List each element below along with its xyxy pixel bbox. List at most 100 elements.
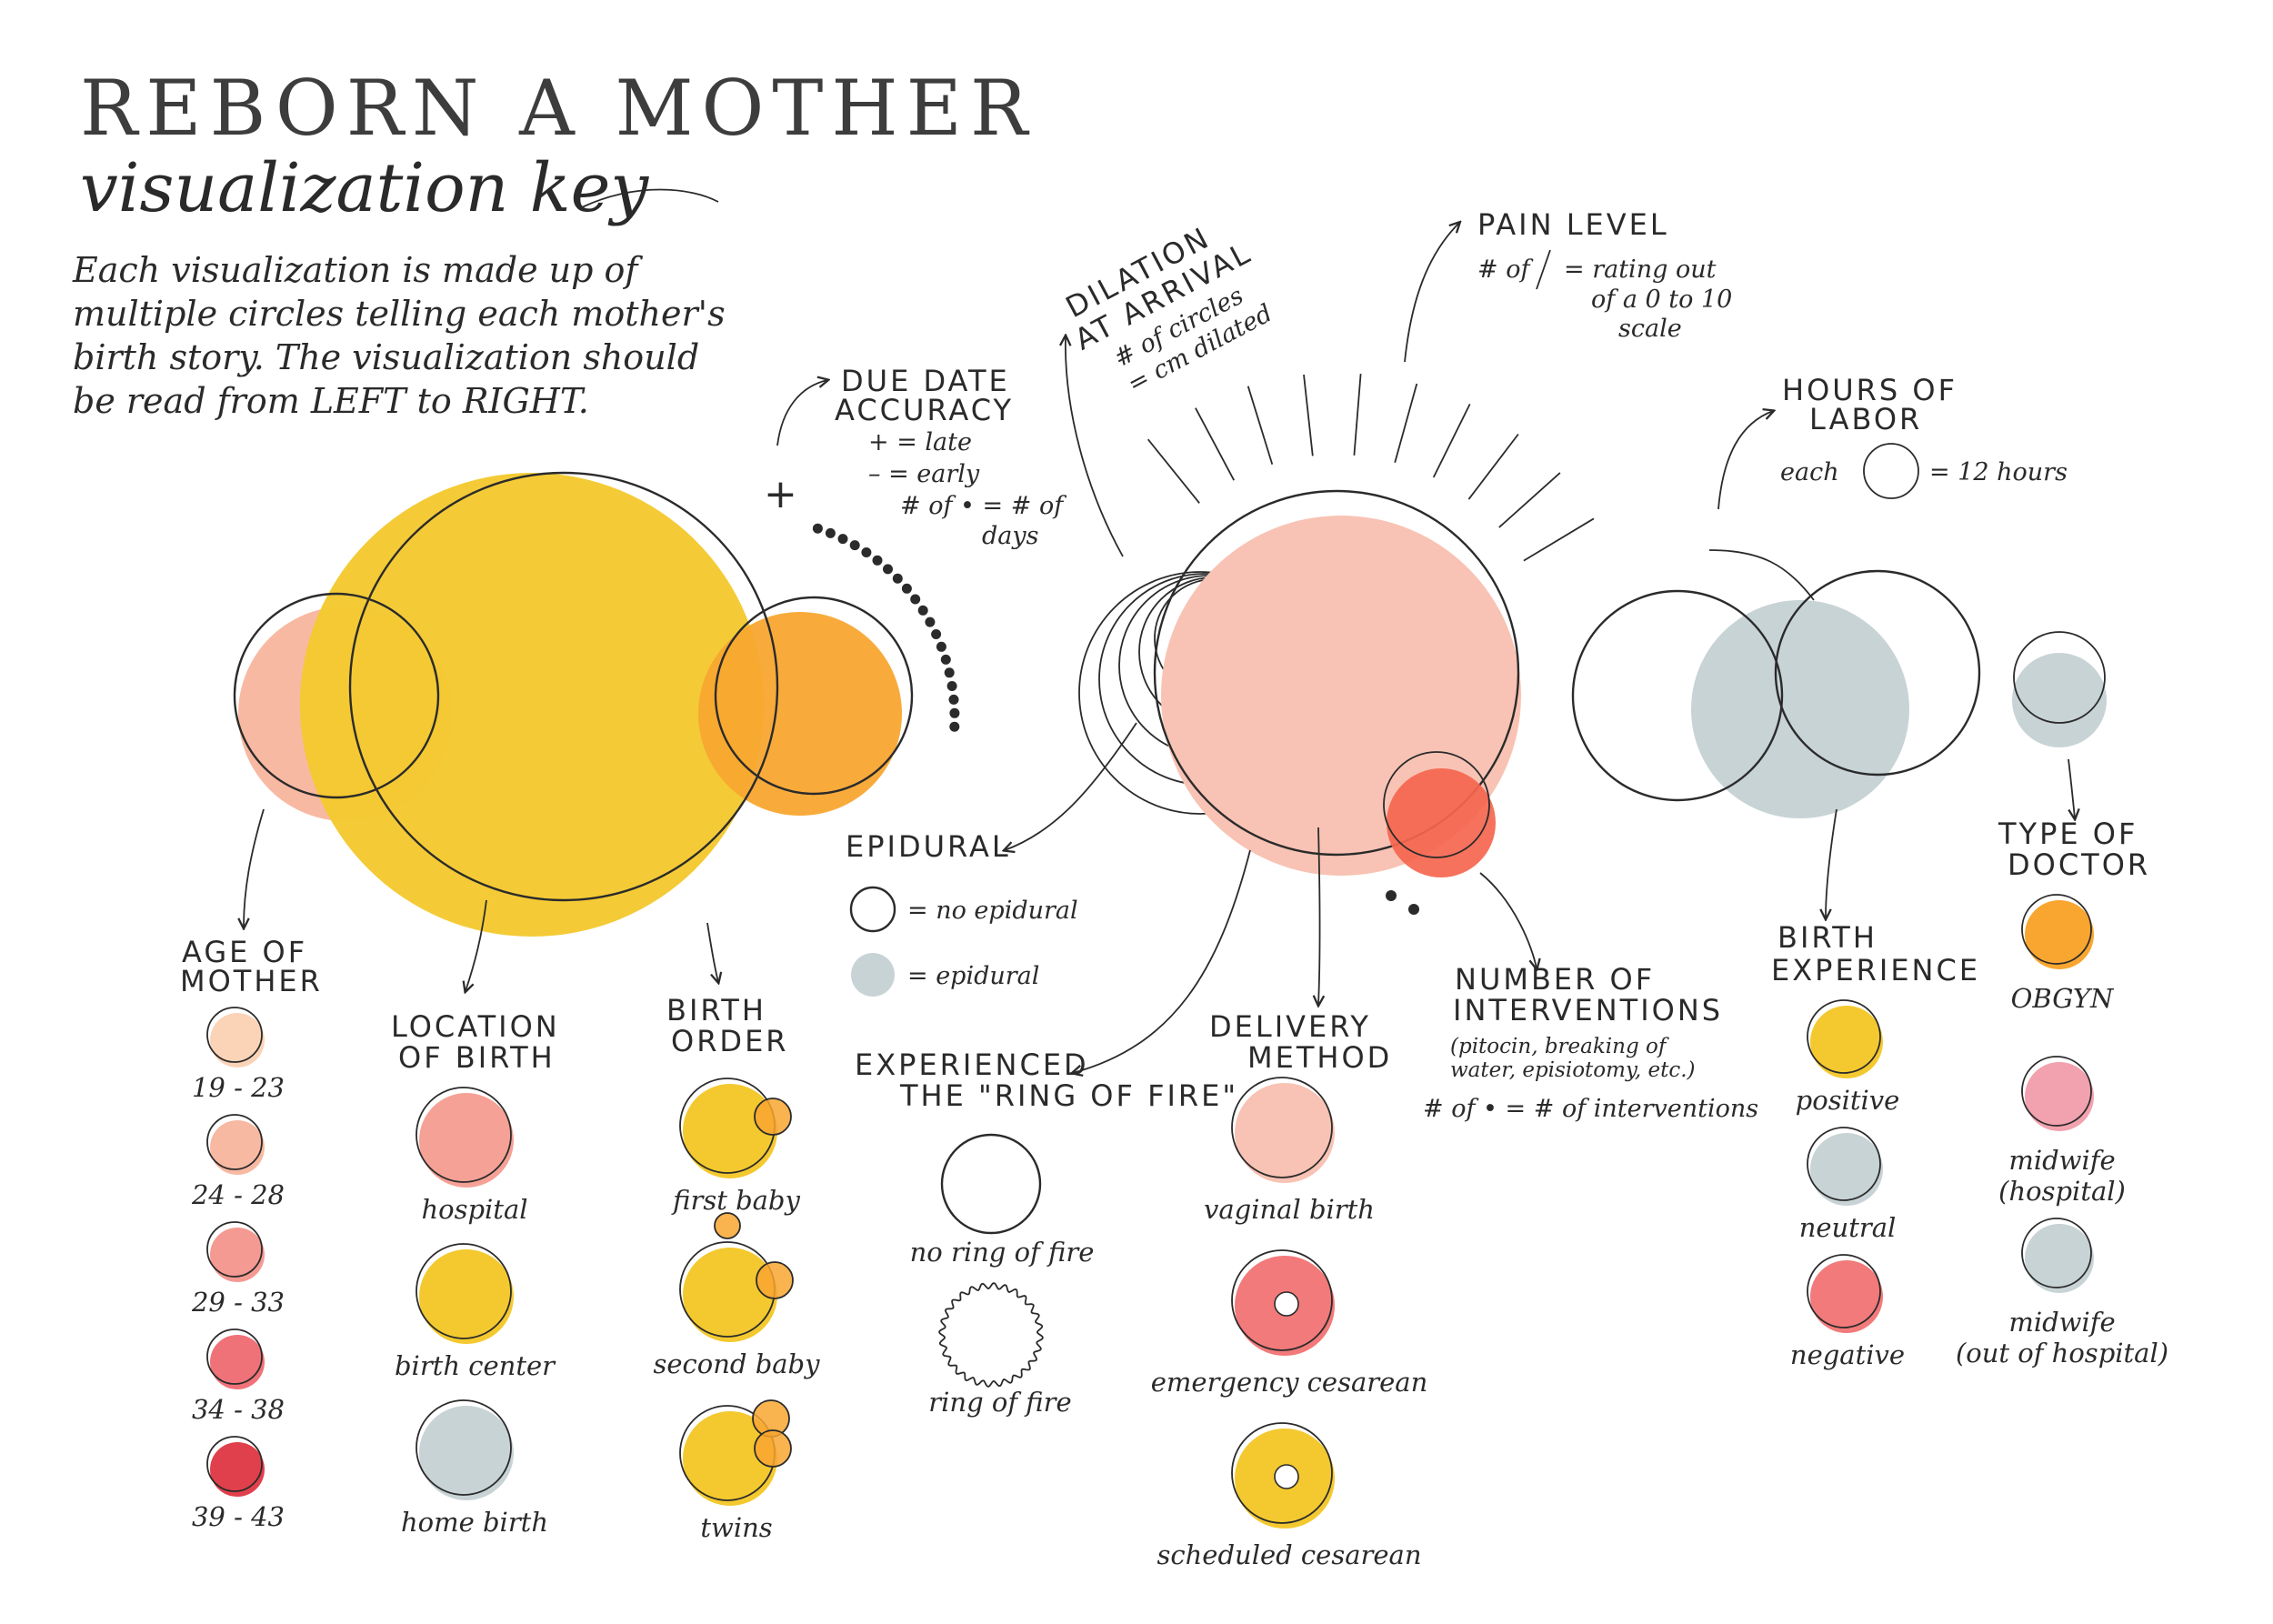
delivery-title-2: METHOD xyxy=(1247,1040,1392,1075)
age-swatch-3-outline xyxy=(206,1328,263,1385)
birth-order-items: first baby second baby twins xyxy=(653,1078,820,1543)
delivery-arrow xyxy=(1318,827,1320,1005)
pain-note-1: = rating out xyxy=(1564,256,1717,284)
experience-title-2: EXPERIENCE xyxy=(1771,953,1980,987)
location-swatch-0 xyxy=(416,1087,514,1188)
pain-ray xyxy=(1467,433,1519,500)
experience-swatch-0 xyxy=(1807,999,1883,1078)
age-circle-outline xyxy=(233,592,440,799)
due-date-dot xyxy=(925,617,936,627)
intro-line-1: Each visualization is made up of xyxy=(72,250,643,290)
pain-note-2: of a 0 to 10 xyxy=(1591,286,1732,314)
age-swatch-1-outline xyxy=(206,1114,263,1170)
birth-order-swatch-1 xyxy=(679,1212,794,1342)
due-date-dot xyxy=(946,681,957,691)
baby-circle-outline xyxy=(754,1098,792,1136)
experience-label-0: positive xyxy=(1796,1085,1900,1116)
pain-ray xyxy=(1394,383,1418,463)
delivery-swatch-0 xyxy=(1231,1077,1335,1183)
age-swatch-4-outline xyxy=(206,1436,263,1492)
birth-order-title-1: BIRTH xyxy=(666,993,766,1028)
no-ring-label: no ring of fire xyxy=(910,1237,1095,1268)
example-cluster-middle xyxy=(1078,374,1595,915)
example-cluster-left: + xyxy=(233,471,960,937)
doctor-label-1-0: midwife xyxy=(2008,1145,2115,1176)
age-swatch-3-fill xyxy=(210,1335,265,1389)
legend-doctor: TYPE OF DOCTOR OBGYNmidwife(hospital)mid… xyxy=(1956,758,2168,1368)
epidural-title: EPIDURAL xyxy=(846,829,1011,864)
delivery-swatch-2 xyxy=(1231,1422,1335,1529)
pain-prefix: # of xyxy=(1477,256,1533,284)
legend-experience: BIRTH EXPERIENCE positive neutral negative xyxy=(1771,808,1980,1370)
interventions-detail-2: water, episiotomy, etc.) xyxy=(1450,1058,1696,1082)
doctor-swatch-1-outline xyxy=(2021,1056,2092,1127)
pain-ray xyxy=(1303,374,1314,456)
due-date-dot xyxy=(949,707,960,718)
interventions-title-1: NUMBER OF xyxy=(1455,962,1655,997)
doctor-circle-fill xyxy=(698,612,902,816)
experience-swatch-1-fill xyxy=(1810,1133,1883,1206)
interventions-detail-1: (pitocin, breaking of xyxy=(1450,1035,1669,1058)
birth-order-label-0: first baby xyxy=(671,1185,800,1216)
no-ring-key-circle xyxy=(940,1133,1042,1235)
due-date-dot xyxy=(936,641,946,652)
doctor-title-2: DOCTOR xyxy=(2008,847,2150,882)
age-title-2: MOTHER xyxy=(180,964,323,998)
due-date-dot xyxy=(837,534,848,545)
intervention-dot-1 xyxy=(1386,890,1397,901)
hours-title-1: HOURS OF xyxy=(1782,373,1958,407)
delivery-label-1: emergency cesarean xyxy=(1151,1367,1428,1398)
doctor-circle-small-fill xyxy=(2012,653,2107,747)
due-date-dot xyxy=(944,667,955,678)
ring-label: ring of fire xyxy=(928,1387,1071,1418)
pain-ray xyxy=(1195,407,1235,481)
age-swatch-1 xyxy=(206,1114,265,1175)
due-date-title-1: DUE DATE xyxy=(841,364,1010,398)
experience-swatch-2 xyxy=(1807,1254,1883,1333)
experience-swatch-0-outline xyxy=(1807,999,1881,1074)
baby-circle-outline xyxy=(754,1429,792,1468)
location-circle-fill xyxy=(300,473,764,937)
age-label-3: 34 - 38 xyxy=(192,1394,285,1425)
dilation-arrow xyxy=(1066,336,1124,557)
experience-title-1: BIRTH xyxy=(1777,920,1877,955)
age-swatch-0-fill xyxy=(210,1013,265,1068)
ring-of-fire-annotation: EXPERIENCED THE "RING OF FIRE" no ring o… xyxy=(855,849,1251,1418)
age-swatch-2 xyxy=(206,1221,265,1282)
pain-annotation: PAIN LEVEL # of = rating out of a 0 to 1… xyxy=(1404,207,1732,363)
birth-order-swatch-2 xyxy=(679,1399,792,1506)
pain-ray xyxy=(1498,472,1561,528)
experience-items: positive neutral negative xyxy=(1790,999,1905,1370)
delivery-swatch-1-hole xyxy=(1274,1291,1299,1317)
due-date-dot xyxy=(849,540,860,551)
hours-equals: = 12 hours xyxy=(1929,458,2068,486)
pain-arrow xyxy=(1404,223,1459,363)
dilation-annotation: DILATION AT ARRIVAL # of circles = cm di… xyxy=(1060,220,1277,399)
interventions-title-2: INTERVENTIONS xyxy=(1453,993,1723,1028)
doctor-label-1-1: (hospital) xyxy=(1998,1176,2126,1207)
subtitle-flourish xyxy=(581,188,719,208)
experience-circle-fill xyxy=(1691,600,1909,818)
due-date-early: – = early xyxy=(868,460,980,488)
baby-circle-outline xyxy=(714,1212,741,1239)
pain-note-3: scale xyxy=(1618,315,1682,343)
due-date-annotation: DUE DATE ACCURACY + = late – = early # o… xyxy=(776,364,1066,550)
age-swatch-0 xyxy=(206,1007,265,1068)
due-date-late: + = late xyxy=(868,428,972,456)
pain-ray xyxy=(1353,374,1362,456)
due-date-dot xyxy=(861,547,872,557)
birth-order-swatch-0 xyxy=(679,1078,792,1178)
age-swatch-4 xyxy=(206,1436,265,1497)
ring-of-fire-circle-outline xyxy=(1383,751,1490,858)
pain-ray xyxy=(1147,438,1200,504)
location-items: hospital birth center home birth xyxy=(395,1087,556,1538)
doctor-swatch-0-outline xyxy=(2021,894,2092,965)
location-swatch-2 xyxy=(416,1399,514,1500)
location-swatch-1 xyxy=(416,1243,514,1344)
doctor-circle-outline xyxy=(714,596,914,796)
page-subtitle: visualization key xyxy=(80,149,649,227)
intervention-dot-2 xyxy=(1408,904,1419,915)
age-arrow xyxy=(244,808,265,927)
